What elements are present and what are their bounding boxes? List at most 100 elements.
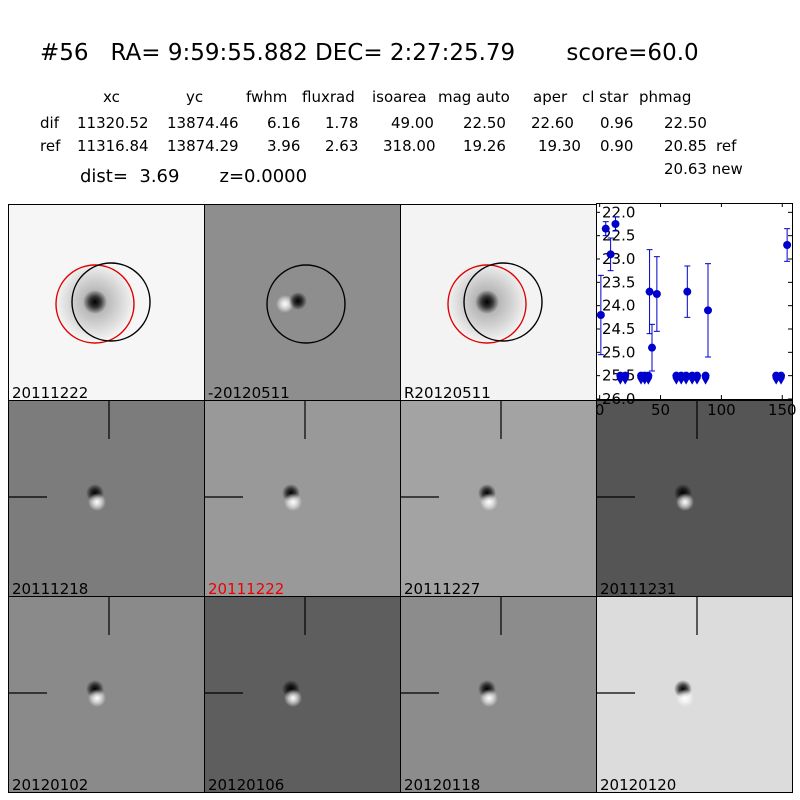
table-cell: 13874.29 xyxy=(167,137,239,155)
stamp-image xyxy=(266,264,346,344)
positive-residual xyxy=(480,689,498,707)
negative-residual xyxy=(289,292,307,310)
light-curve-chart: 22.022.523.023.524.024.525.025.526.00501… xyxy=(596,203,796,418)
table-cell: 2.63 xyxy=(325,137,359,155)
candidate-score: score=60.0 xyxy=(566,40,699,66)
positive-residual xyxy=(88,689,106,707)
stamp-panel: 20111222 xyxy=(8,204,205,401)
upper-limit-marker xyxy=(777,377,786,385)
table-cell: 22.50 xyxy=(664,114,707,132)
upper-limit-marker xyxy=(701,377,710,385)
table-cell: 1.78 xyxy=(325,114,359,132)
positive-residual xyxy=(676,689,694,707)
row-label: ref xyxy=(40,137,61,155)
candidate-title: #56 RA= 9:59:55.882 DEC= 2:27:25.79 scor… xyxy=(40,40,699,66)
stamp-panel: 20111218 xyxy=(8,400,205,597)
row-label: dif xyxy=(40,114,59,132)
table-cell: 13874.46 xyxy=(167,114,239,132)
data-point xyxy=(704,306,712,315)
stamp-panel: 20120102 xyxy=(8,596,205,793)
data-point xyxy=(606,250,615,259)
x-tick-label: 150 xyxy=(768,401,796,418)
phmag-new: 20.63 new xyxy=(664,160,743,178)
stamp-panel: 20120120 xyxy=(596,596,793,793)
stamp-date-label: -20120511 xyxy=(208,384,290,401)
stamp-date-label: 20111222 xyxy=(12,384,89,401)
data-point xyxy=(601,224,610,233)
stamp-image xyxy=(9,401,110,511)
y-tick-label: 24.5 xyxy=(602,320,635,338)
detection-circle xyxy=(71,262,151,342)
table-cell: 19.26 xyxy=(463,137,506,155)
stamp-image xyxy=(205,597,306,707)
table-cell: 20.85 xyxy=(664,137,707,155)
data-point xyxy=(648,343,656,352)
detection-circle xyxy=(463,262,543,342)
stamp-panel: R20120511 xyxy=(400,204,597,401)
col-header: isoarea xyxy=(372,88,427,106)
x-tick-label: 100 xyxy=(707,401,736,418)
col-header: yc xyxy=(186,88,204,106)
col-header: phmag xyxy=(639,88,692,106)
upper-limit-marker xyxy=(682,377,691,385)
stamp-image xyxy=(401,597,502,707)
upper-limit-marker xyxy=(693,377,702,385)
stamp-image xyxy=(597,401,698,511)
positive-residual xyxy=(676,493,694,511)
y-tick-label: 22.0 xyxy=(602,203,635,221)
table-cell: 11320.52 xyxy=(77,114,149,132)
data-point xyxy=(783,241,792,249)
stamp-image xyxy=(9,597,110,707)
light-curve-panel: 22.022.523.023.524.024.525.025.526.00501… xyxy=(596,203,796,418)
data-point xyxy=(611,220,620,228)
plot-frame xyxy=(596,203,793,400)
stamp-panel: 20111222 xyxy=(204,400,401,597)
stamp-date-label: 20120118 xyxy=(404,776,481,793)
x-tick-label: 0 xyxy=(596,401,604,418)
col-header: fluxrad xyxy=(302,88,355,106)
y-tick-label: 25.0 xyxy=(602,343,635,361)
candidate-id: #56 xyxy=(40,40,89,66)
table-cell: 49.00 xyxy=(391,114,434,132)
stamp-date-label: 20120120 xyxy=(600,776,677,793)
positive-residual xyxy=(284,493,302,511)
data-point xyxy=(683,287,692,296)
distance-redshift: dist= 3.69 z=0.0000 xyxy=(80,166,307,187)
y-tick-label: 24.0 xyxy=(602,297,635,315)
redshift-value: z=0.0000 xyxy=(219,166,308,187)
table-cell: 0.96 xyxy=(600,114,634,132)
stamp-date-label: 20111218 xyxy=(12,580,89,597)
candidate-coords: RA= 9:59:55.882 DEC= 2:27:25.79 xyxy=(110,40,516,66)
table-cell: 22.60 xyxy=(531,114,574,132)
reference-circle xyxy=(55,264,135,344)
galaxy-core xyxy=(475,290,499,314)
stamp-panel: 20120106 xyxy=(204,596,401,793)
phmag-ref-tag: ref xyxy=(716,137,737,155)
col-header: fwhm xyxy=(246,88,288,106)
data-point xyxy=(652,290,661,298)
stamp-panel: -20120511 xyxy=(204,204,401,401)
x-tick-label: 50 xyxy=(651,401,670,418)
positive-residual xyxy=(284,689,302,707)
stamp-panel: 20111231 xyxy=(596,400,793,597)
distance-value: dist= 3.69 xyxy=(80,166,180,187)
stamp-date-label: 20120106 xyxy=(208,776,285,793)
stamp-image xyxy=(401,401,502,511)
table-cell: 3.96 xyxy=(267,137,301,155)
col-header: cl star xyxy=(582,88,629,106)
positive-residual xyxy=(88,493,106,511)
data-point xyxy=(596,311,605,319)
col-header: mag auto xyxy=(438,88,510,106)
y-tick-label: 23.5 xyxy=(602,273,635,291)
stamp-image xyxy=(205,401,306,511)
table-cell: 0.90 xyxy=(600,137,634,155)
stamp-date-label: 20111231 xyxy=(600,580,677,597)
col-header: xc xyxy=(103,88,120,106)
galaxy-core xyxy=(83,290,107,314)
table-cell: 6.16 xyxy=(267,114,301,132)
stamp-date-label: 20111227 xyxy=(404,580,481,597)
col-header: aper xyxy=(533,88,568,106)
stamp-panel: 20111227 xyxy=(400,400,597,597)
stamp-date-label: 20120102 xyxy=(12,776,89,793)
table-cell: 318.00 xyxy=(383,137,436,155)
